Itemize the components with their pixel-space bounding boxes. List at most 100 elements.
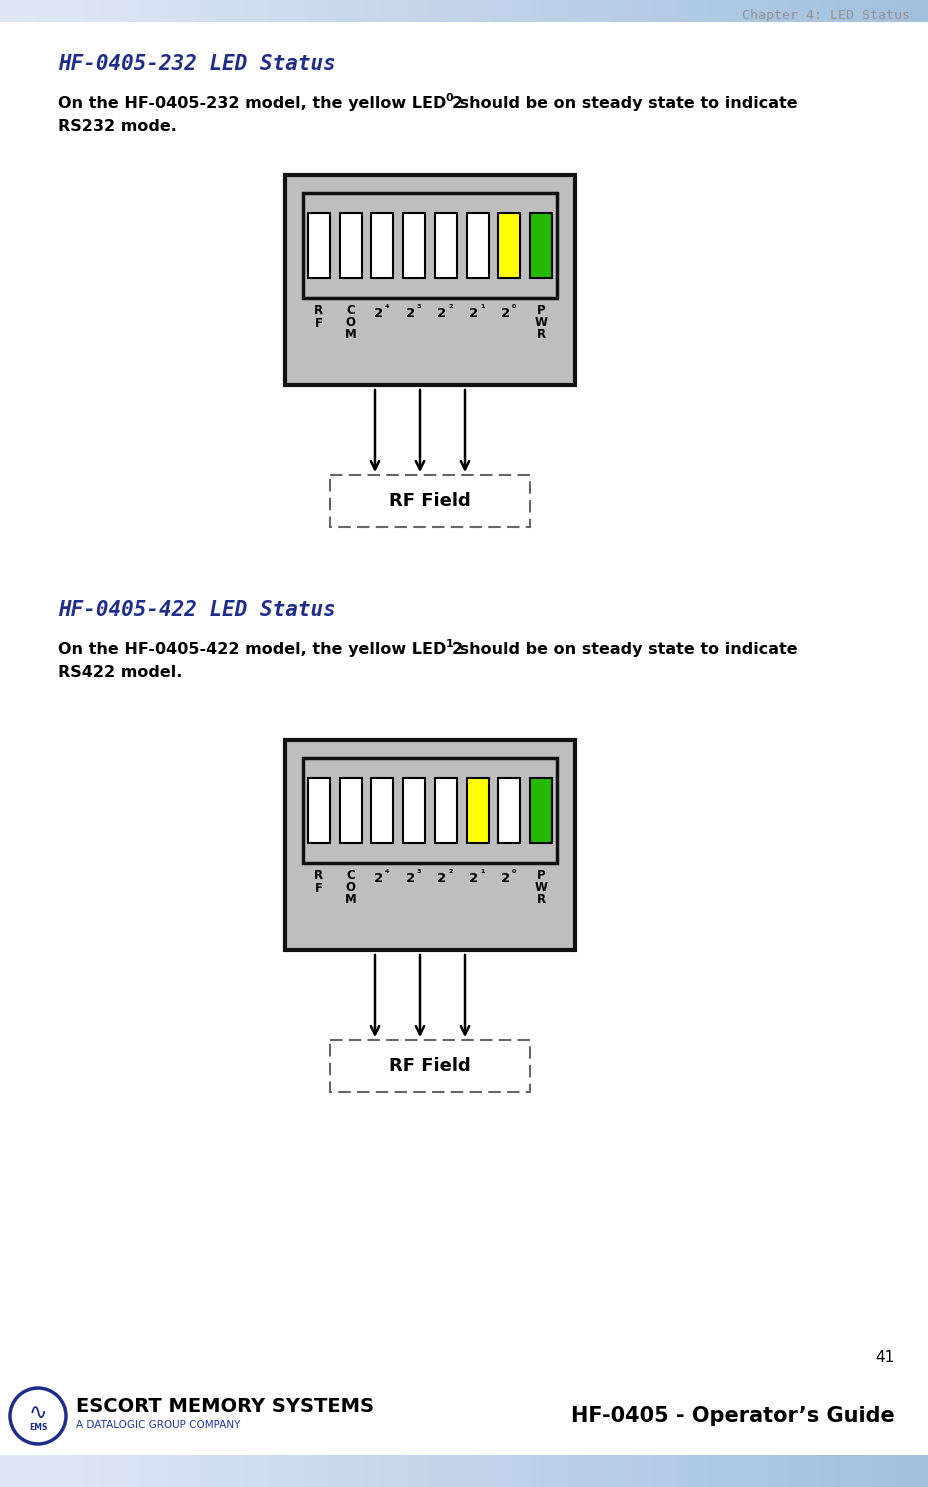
Bar (466, 213, 488, 278)
Bar (817, 1454, 827, 1487)
Bar (566, 0, 576, 22)
Bar (603, 1454, 613, 1487)
Bar (817, 0, 827, 22)
Bar (538, 1454, 548, 1487)
Bar (436, 0, 446, 22)
Bar (742, 1454, 753, 1487)
Bar (158, 0, 168, 22)
Bar (863, 0, 873, 22)
Text: ⁰: ⁰ (511, 303, 516, 314)
Bar (854, 1454, 864, 1487)
Bar (303, 758, 557, 862)
Bar (371, 0, 381, 22)
Bar (288, 1454, 298, 1487)
Bar (761, 0, 771, 22)
Bar (835, 0, 845, 22)
Bar (761, 1454, 771, 1487)
Bar (251, 1454, 261, 1487)
Bar (353, 0, 363, 22)
Bar (307, 778, 329, 843)
Text: ∿: ∿ (29, 1404, 47, 1423)
Bar (260, 1454, 270, 1487)
Bar (891, 0, 901, 22)
Bar (371, 1454, 381, 1487)
Bar (455, 1454, 465, 1487)
Text: M: M (344, 894, 356, 906)
Text: RF Field: RF Field (389, 1057, 470, 1075)
Bar (854, 0, 864, 22)
Bar (195, 0, 205, 22)
Bar (9, 1454, 19, 1487)
Text: R: R (536, 329, 545, 341)
Bar (631, 0, 641, 22)
Bar (56, 0, 66, 22)
Bar (19, 1454, 29, 1487)
Bar (343, 0, 354, 22)
Bar (325, 0, 335, 22)
Bar (473, 1454, 483, 1487)
Text: RF Field: RF Field (389, 492, 470, 510)
Bar (28, 1454, 38, 1487)
Bar (715, 1454, 725, 1487)
Bar (408, 1454, 419, 1487)
Bar (687, 1454, 697, 1487)
Bar (278, 1454, 289, 1487)
Bar (530, 778, 551, 843)
Text: ⁴: ⁴ (385, 303, 389, 314)
Bar (492, 0, 502, 22)
Bar (390, 0, 400, 22)
Bar (464, 1454, 474, 1487)
Bar (46, 1454, 57, 1487)
Bar (232, 0, 242, 22)
Bar (223, 0, 233, 22)
Bar (102, 0, 112, 22)
Bar (186, 1454, 196, 1487)
Bar (566, 1454, 576, 1487)
Bar (307, 213, 329, 278)
Bar (139, 0, 149, 22)
Bar (445, 1454, 456, 1487)
Bar (329, 474, 530, 526)
Text: 2: 2 (469, 871, 478, 885)
Bar (371, 213, 393, 278)
Bar (455, 0, 465, 22)
Bar (37, 0, 47, 22)
Bar (316, 1454, 326, 1487)
Bar (529, 1454, 539, 1487)
Text: 2: 2 (437, 871, 446, 885)
Text: ⁰: ⁰ (511, 868, 516, 879)
Bar (121, 0, 131, 22)
Circle shape (10, 1387, 66, 1444)
Bar (696, 1454, 706, 1487)
Bar (520, 1454, 530, 1487)
Bar (390, 1454, 400, 1487)
Bar (640, 1454, 651, 1487)
Bar (167, 0, 177, 22)
Bar (780, 0, 790, 22)
Text: C: C (346, 868, 354, 882)
Bar (195, 1454, 205, 1487)
Text: M: M (344, 329, 356, 341)
Bar (260, 0, 270, 22)
Text: RS422 model.: RS422 model. (58, 665, 182, 680)
Bar (659, 0, 669, 22)
Bar (483, 1454, 493, 1487)
Text: ³: ³ (417, 303, 421, 314)
Bar (278, 0, 289, 22)
Bar (28, 0, 38, 22)
Text: P: P (536, 303, 545, 317)
Bar (285, 175, 574, 385)
Bar (427, 1454, 437, 1487)
Bar (863, 1454, 873, 1487)
Bar (46, 0, 57, 22)
Bar (334, 1454, 344, 1487)
Text: 2: 2 (373, 871, 382, 885)
Bar (631, 1454, 641, 1487)
Bar (575, 0, 586, 22)
Bar (612, 1454, 623, 1487)
Bar (148, 1454, 159, 1487)
Text: P: P (536, 868, 545, 882)
Bar (353, 1454, 363, 1487)
Bar (84, 1454, 94, 1487)
Text: F: F (315, 317, 323, 330)
